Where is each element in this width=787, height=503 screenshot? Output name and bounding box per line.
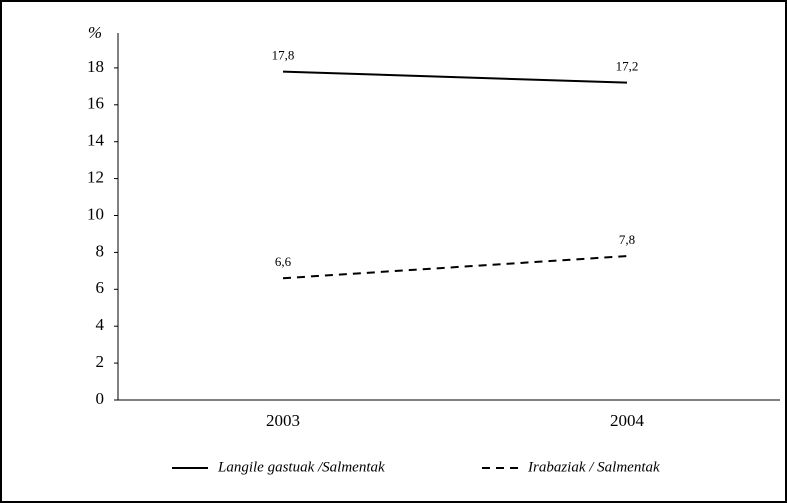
y-tick-label: 10	[87, 204, 104, 223]
x-tick-label: 2004	[610, 411, 645, 430]
y-tick-label: 0	[96, 389, 105, 408]
y-tick-label: 2	[96, 352, 105, 371]
y-tick-label: 18	[87, 57, 104, 76]
data-label: 17,8	[272, 48, 295, 63]
legend-label: Langile gastuak /Salmentak	[217, 459, 385, 475]
y-tick-label: 12	[87, 168, 104, 187]
y-tick-label: 4	[96, 315, 105, 334]
y-tick-label: 6	[96, 278, 105, 297]
x-tick-label: 2003	[266, 411, 300, 430]
legend-label: Irabaziak / Salmentak	[527, 459, 660, 475]
y-tick-label: 16	[87, 94, 104, 113]
y-axis-label: %	[88, 23, 102, 42]
data-label: 7,8	[619, 232, 635, 247]
y-tick-label: 14	[87, 131, 105, 150]
y-tick-label: 8	[96, 241, 105, 260]
data-label: 6,6	[275, 254, 292, 269]
series-line	[282, 255, 628, 280]
series-line	[282, 70, 628, 84]
data-label: 17,2	[616, 59, 639, 74]
